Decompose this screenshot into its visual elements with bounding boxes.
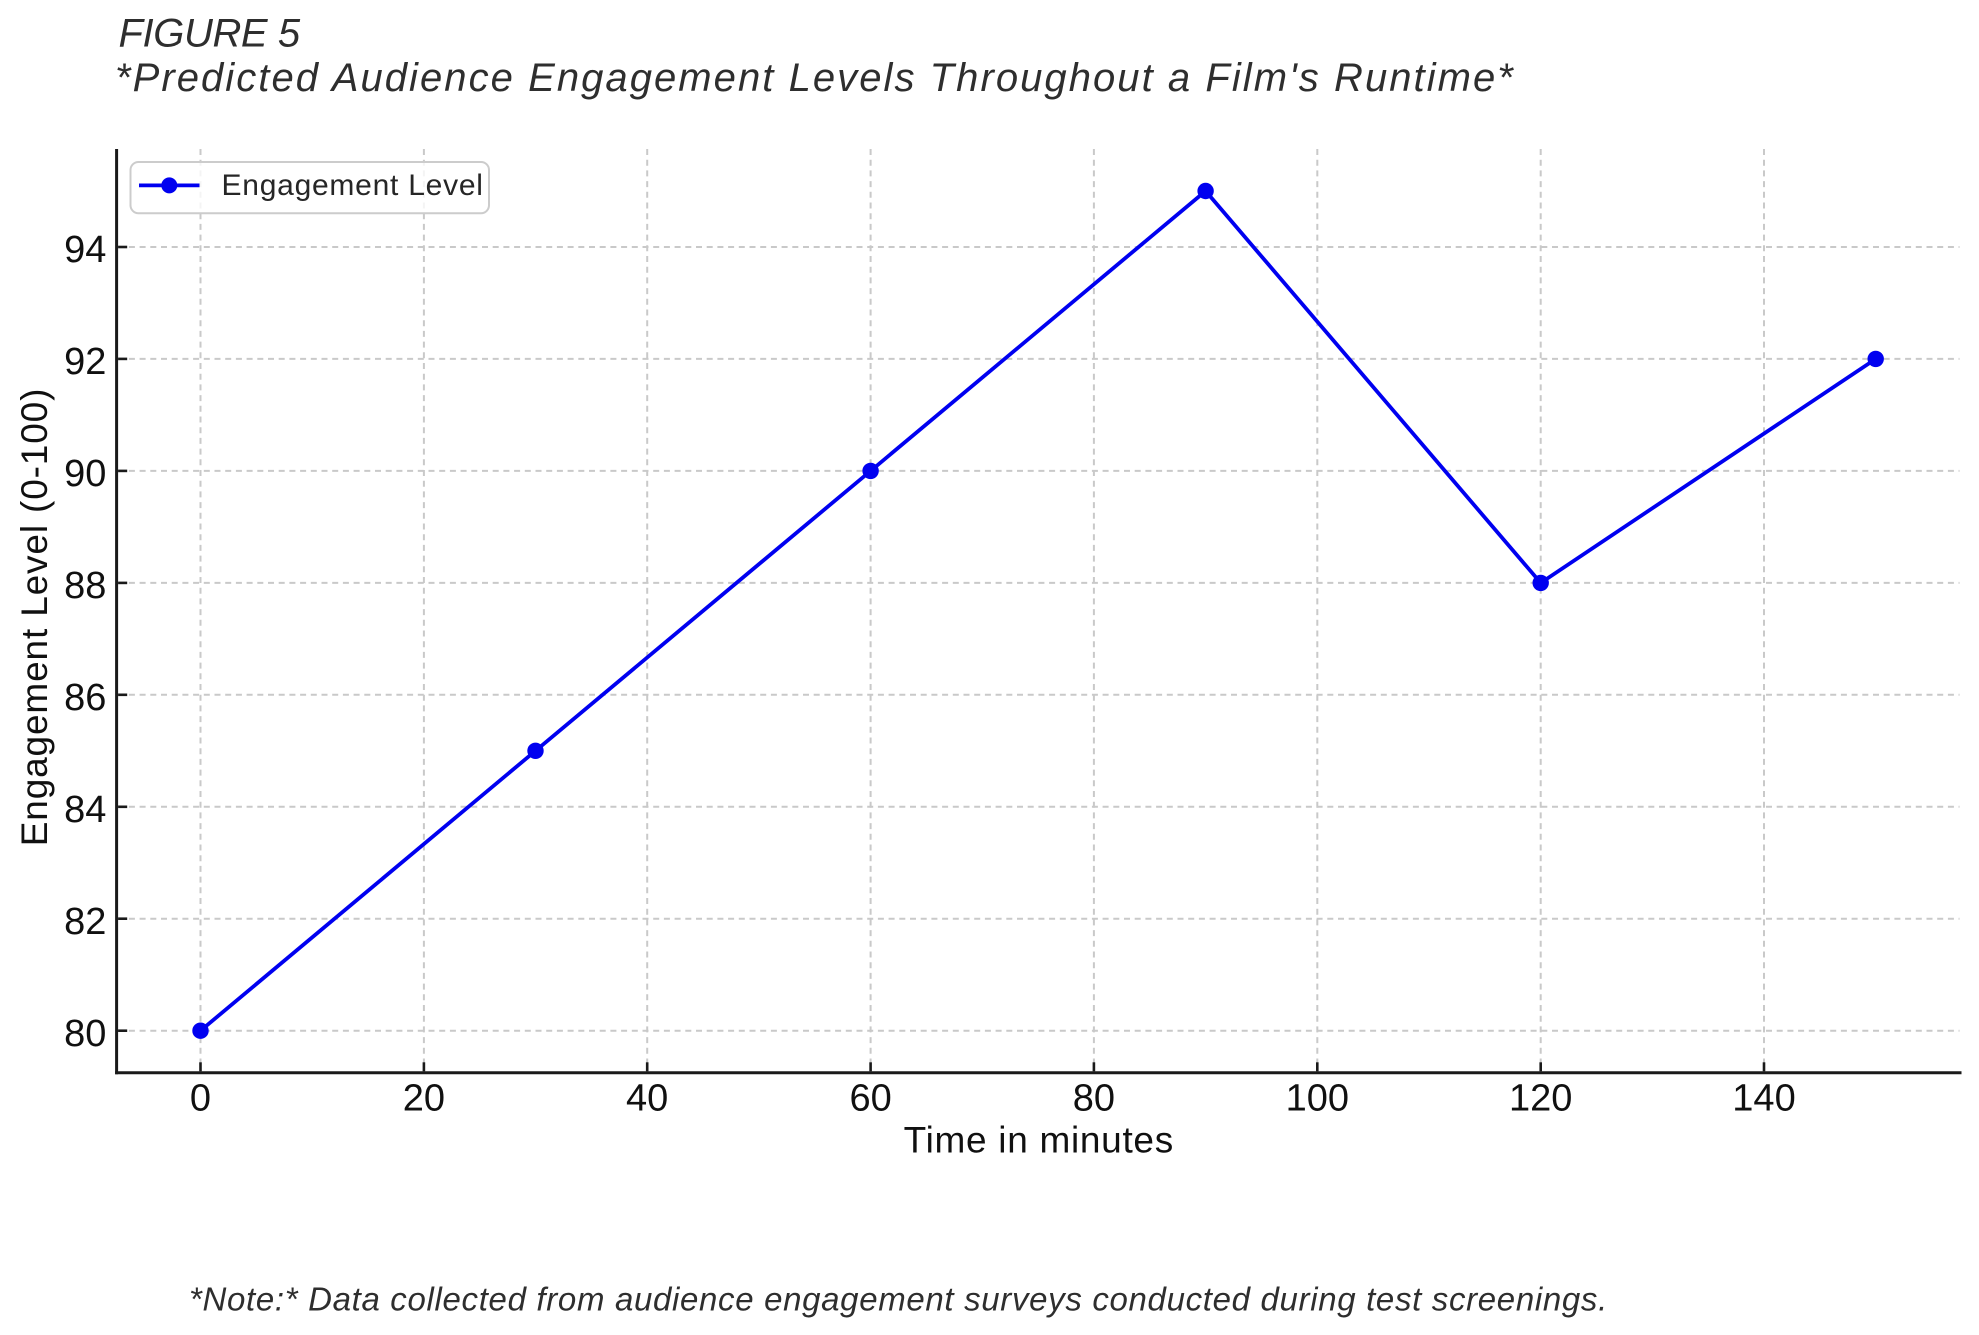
svg-text:80: 80 (64, 1013, 106, 1055)
svg-text:Time in minutes: Time in minutes (904, 1120, 1174, 1161)
svg-text:*Predicted Audience Engagement: *Predicted Audience Engagement Levels Th… (115, 56, 1515, 100)
svg-text:94: 94 (64, 229, 106, 271)
svg-text:82: 82 (64, 901, 106, 943)
svg-text:Engagement Level: Engagement Level (222, 169, 484, 202)
svg-text:86: 86 (64, 677, 106, 719)
svg-text:90: 90 (64, 453, 106, 495)
svg-text:88: 88 (64, 565, 106, 607)
svg-text:84: 84 (64, 789, 106, 831)
svg-text:FIGURE 5: FIGURE 5 (119, 12, 301, 56)
svg-text:*Note:* Data collected from au: *Note:* Data collected from audience eng… (189, 1280, 1608, 1317)
svg-text:92: 92 (64, 341, 106, 383)
svg-text:80: 80 (1073, 1078, 1115, 1120)
svg-text:60: 60 (849, 1078, 891, 1120)
svg-text:140: 140 (1732, 1078, 1795, 1120)
svg-text:40: 40 (626, 1078, 668, 1120)
svg-text:Engagement Level (0-100): Engagement Level (0-100) (14, 388, 55, 847)
svg-text:0: 0 (190, 1078, 211, 1120)
svg-text:100: 100 (1286, 1078, 1349, 1120)
svg-text:20: 20 (403, 1078, 445, 1120)
svg-text:120: 120 (1509, 1078, 1572, 1120)
